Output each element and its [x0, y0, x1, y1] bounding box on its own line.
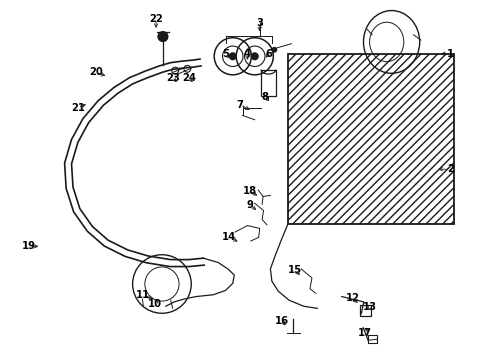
- Text: 24: 24: [182, 73, 196, 83]
- Text: 18: 18: [243, 186, 257, 196]
- Text: 11: 11: [136, 290, 150, 300]
- Text: 6: 6: [265, 49, 272, 59]
- Circle shape: [229, 53, 236, 60]
- Circle shape: [251, 53, 258, 60]
- Text: 1: 1: [447, 49, 454, 59]
- Text: 2: 2: [447, 164, 454, 174]
- Text: 17: 17: [358, 328, 372, 338]
- Text: 12: 12: [345, 293, 360, 303]
- Text: 22: 22: [149, 14, 163, 24]
- Text: 4: 4: [244, 49, 251, 59]
- Text: 14: 14: [222, 232, 237, 242]
- Bar: [360, 305, 370, 316]
- Text: 7: 7: [237, 100, 244, 110]
- Text: 9: 9: [246, 200, 253, 210]
- Text: 20: 20: [89, 67, 103, 77]
- Text: 13: 13: [363, 302, 377, 312]
- Bar: [261, 69, 276, 96]
- Text: 21: 21: [71, 103, 85, 113]
- Text: 8: 8: [261, 92, 268, 102]
- Text: 23: 23: [166, 73, 179, 83]
- Text: 10: 10: [147, 299, 162, 309]
- Circle shape: [158, 32, 168, 41]
- Text: 19: 19: [22, 241, 36, 251]
- Text: 3: 3: [256, 18, 263, 28]
- Text: 16: 16: [274, 316, 289, 325]
- Text: 15: 15: [288, 265, 302, 275]
- Bar: [288, 54, 454, 224]
- Text: 5: 5: [222, 49, 229, 59]
- Bar: [368, 335, 377, 343]
- Circle shape: [271, 47, 277, 53]
